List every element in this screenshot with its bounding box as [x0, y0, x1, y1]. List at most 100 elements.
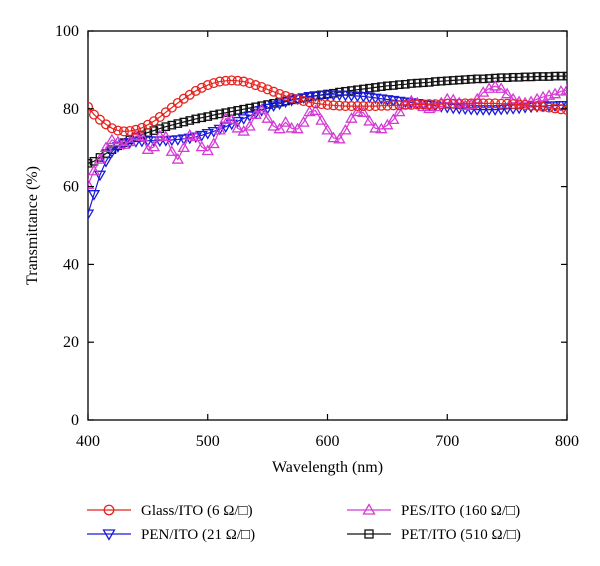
data-point: [490, 98, 501, 109]
legend: Glass/ITO (6 Ω/□) PES/ITO (160 Ω/□) PEN/IT…: [87, 503, 521, 543]
data-point: [309, 91, 322, 102]
data-point: [514, 72, 524, 82]
data-point: [544, 102, 555, 113]
data-point: [201, 128, 214, 140]
data-point: [478, 98, 489, 109]
legend-marker-circle: [103, 504, 115, 516]
data-point: [112, 125, 123, 136]
data-point: [370, 101, 381, 112]
data-point: [214, 76, 225, 87]
x-tick-label: 800: [555, 433, 579, 450]
data-point: [478, 74, 488, 84]
legend-item: Glass/ITO (6 Ω/□): [87, 503, 253, 519]
data-point: [255, 103, 268, 114]
data-point: [286, 92, 297, 103]
data-point: [219, 112, 232, 123]
data-point: [171, 153, 184, 164]
series-line: [88, 75, 567, 164]
data-point: [147, 140, 161, 152]
data-point: [460, 98, 471, 109]
data-point: [309, 104, 322, 116]
data-point: [526, 72, 536, 82]
data-point: [395, 80, 404, 90]
data-point: [532, 101, 543, 112]
y-axis-ticks: 0 20 40 60 80 100: [55, 23, 567, 429]
data-point: [285, 121, 298, 133]
data-point: [124, 125, 135, 136]
data-point: [88, 209, 95, 221]
x-tick-label: 500: [196, 433, 220, 450]
data-point: [189, 132, 202, 144]
data-point: [340, 101, 351, 112]
data-point: [183, 128, 196, 140]
data-point: [88, 109, 100, 120]
data-point: [202, 80, 213, 91]
data-point: [556, 71, 566, 81]
data-point: [135, 130, 149, 142]
data-point: [279, 97, 292, 109]
data-point: [550, 103, 561, 114]
data-point: [136, 122, 147, 133]
data-point: [424, 78, 434, 87]
data-point: [453, 96, 466, 108]
data-point: [141, 136, 155, 148]
data-point: [364, 101, 375, 112]
data-point: [352, 101, 363, 112]
plot-area: [87, 30, 568, 421]
data-point: [153, 129, 167, 141]
data-point: [237, 125, 250, 136]
data-point: [466, 98, 477, 109]
data-point: [448, 98, 459, 109]
data-point: [261, 112, 274, 123]
data-point: [161, 122, 171, 132]
data-point: [105, 133, 119, 145]
legend-label: PEN/ITO (21 Ω/□): [141, 527, 255, 543]
data-point: [88, 101, 94, 112]
y-tick-label: 40: [63, 256, 79, 273]
data-point: [239, 104, 249, 114]
y-tick-label: 80: [63, 101, 79, 118]
data-point: [165, 145, 179, 156]
data-point: [412, 99, 423, 110]
data-point: [383, 81, 392, 91]
data-point: [267, 101, 280, 113]
y-tick-label: 100: [55, 23, 79, 40]
data-point: [220, 75, 231, 86]
data-point: [430, 77, 440, 86]
data-point: [321, 123, 334, 135]
data-point: [315, 90, 328, 102]
data-point: [149, 126, 159, 135]
data-point: [436, 99, 447, 110]
data-point: [494, 82, 508, 93]
data-point: [436, 76, 446, 86]
data-point: [381, 118, 394, 130]
data-point: [550, 71, 560, 81]
data-point: [401, 79, 410, 89]
data-point: [233, 106, 243, 115]
series-circle: [88, 75, 567, 137]
data-point: [191, 114, 201, 124]
data-point: [267, 119, 280, 131]
data-point: [185, 116, 195, 125]
data-point: [488, 105, 502, 116]
data-point: [471, 92, 484, 104]
data-point: [88, 178, 95, 189]
data-point: [155, 124, 165, 133]
data-point: [195, 140, 208, 152]
data-point: [304, 97, 315, 108]
data-point: [476, 105, 490, 116]
data-point: [256, 81, 267, 93]
data-point: [243, 119, 256, 131]
data-point: [171, 135, 184, 146]
data-point: [520, 72, 530, 82]
data-point: [231, 116, 244, 128]
data-point: [93, 170, 107, 182]
data-point: [203, 112, 213, 121]
x-axis-ticks: 400 500 600 700 800: [76, 31, 579, 450]
data-point: [262, 84, 273, 95]
y-tick-label: 60: [63, 179, 79, 196]
data-point: [130, 124, 141, 135]
data-point: [238, 76, 249, 87]
data-point: [232, 75, 243, 86]
